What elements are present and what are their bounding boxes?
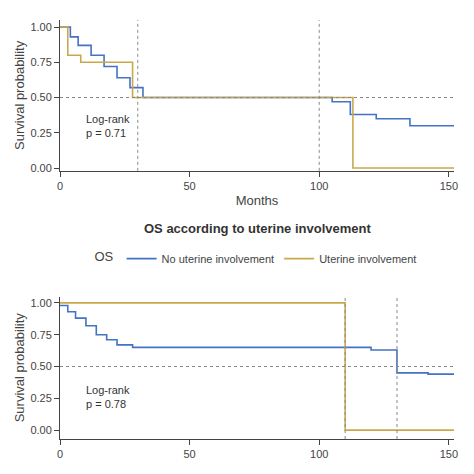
svg-text:1.00: 1.00 bbox=[30, 297, 51, 309]
svg-text:Log-rankp = 0.71: Log-rankp = 0.71 bbox=[86, 113, 130, 139]
svg-text:100: 100 bbox=[310, 448, 328, 460]
svg-text:No uterine involvement: No uterine involvement bbox=[162, 253, 275, 265]
svg-text:50: 50 bbox=[183, 448, 195, 460]
svg-text:50: 50 bbox=[183, 180, 195, 192]
svg-text:Log-rankp = 0.78: Log-rankp = 0.78 bbox=[86, 384, 130, 410]
svg-text:150: 150 bbox=[440, 180, 458, 192]
svg-text:0: 0 bbox=[57, 448, 63, 460]
svg-text:0: 0 bbox=[57, 180, 63, 192]
svg-text:OS: OS bbox=[95, 249, 114, 264]
svg-text:0.25: 0.25 bbox=[30, 392, 51, 404]
svg-text:Uterine involvement: Uterine involvement bbox=[319, 253, 416, 265]
svg-text:0.75: 0.75 bbox=[30, 56, 51, 68]
svg-text:Survival probability: Survival probability bbox=[12, 313, 27, 423]
svg-text:0.50: 0.50 bbox=[30, 91, 51, 103]
svg-text:100: 100 bbox=[310, 180, 328, 192]
svg-text:0.25: 0.25 bbox=[30, 127, 51, 139]
svg-text:0.00: 0.00 bbox=[30, 162, 51, 174]
svg-text:Survival probability: Survival probability bbox=[12, 40, 27, 150]
svg-text:0.00: 0.00 bbox=[30, 424, 51, 436]
svg-text:0.75: 0.75 bbox=[30, 329, 51, 341]
svg-text:150: 150 bbox=[440, 448, 458, 460]
svg-text:1.00: 1.00 bbox=[30, 21, 51, 33]
svg-text:OS according to uterine involv: OS according to uterine involvement bbox=[144, 221, 371, 236]
svg-text:0.50: 0.50 bbox=[30, 360, 51, 372]
svg-text:Months: Months bbox=[236, 193, 279, 208]
